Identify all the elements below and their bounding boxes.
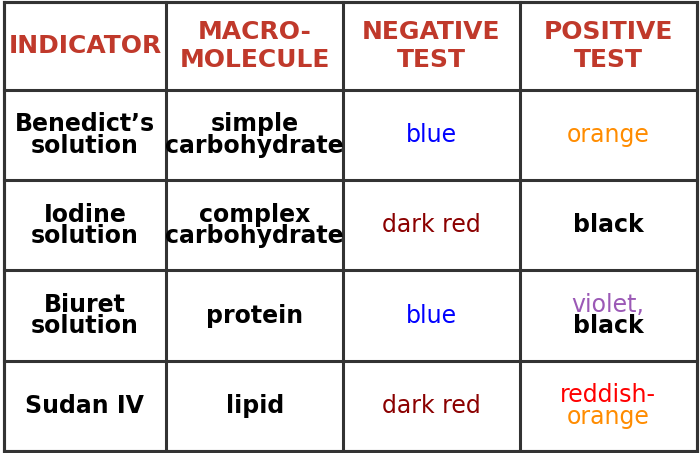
Text: orange: orange [567, 123, 650, 147]
Text: Benedict’s: Benedict’s [15, 112, 155, 136]
Text: MACRO-
MOLECULE: MACRO- MOLECULE [179, 20, 330, 72]
Text: Iodine: Iodine [43, 202, 127, 226]
Text: POSITIVE
TEST: POSITIVE TEST [543, 20, 673, 72]
Text: protein: protein [206, 304, 303, 328]
Text: simple: simple [211, 112, 299, 136]
Text: blue: blue [406, 123, 457, 147]
Text: NEGATIVE
TEST: NEGATIVE TEST [362, 20, 500, 72]
Text: INDICATOR: INDICATOR [8, 34, 162, 58]
Text: violet,: violet, [572, 293, 645, 317]
Text: lipid: lipid [225, 394, 284, 418]
Text: dark red: dark red [382, 394, 481, 418]
Text: reddish-: reddish- [560, 383, 656, 407]
Text: Biuret: Biuret [44, 293, 126, 317]
Text: blue: blue [406, 304, 457, 328]
Text: solution: solution [31, 314, 139, 338]
Text: Sudan IV: Sudan IV [25, 394, 144, 418]
Text: orange: orange [567, 405, 650, 429]
Text: solution: solution [31, 224, 139, 248]
Text: carbohydrate: carbohydrate [165, 134, 344, 158]
Text: black: black [573, 314, 643, 338]
Text: complex: complex [199, 202, 310, 226]
Text: black: black [573, 213, 643, 237]
Text: dark red: dark red [382, 213, 481, 237]
Text: solution: solution [31, 134, 139, 158]
Text: carbohydrate: carbohydrate [165, 224, 344, 248]
